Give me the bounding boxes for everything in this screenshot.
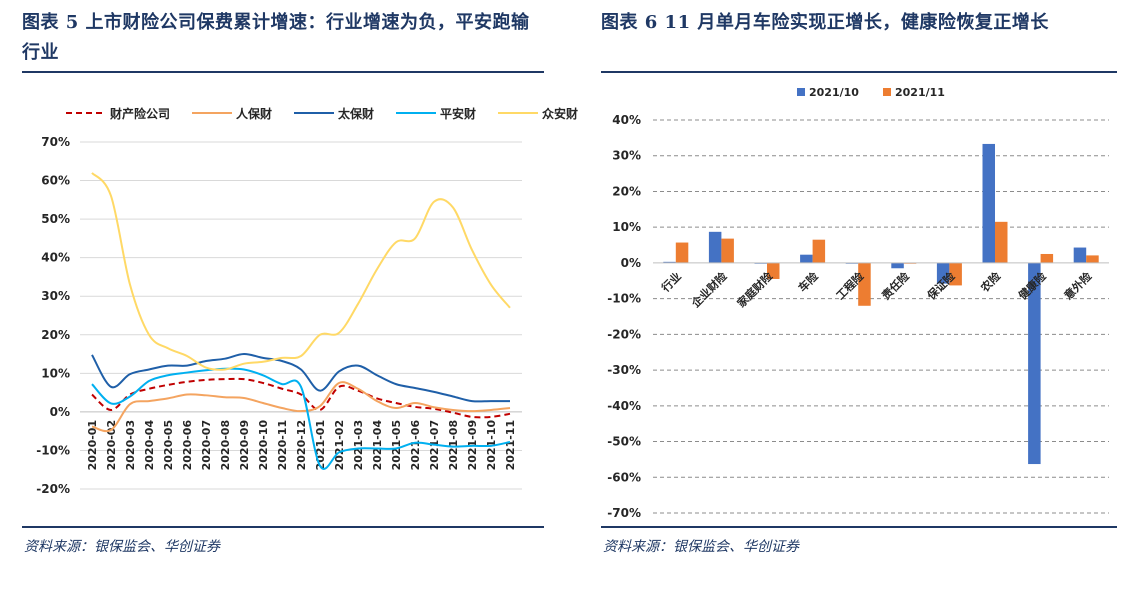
bar-1-9 [1086, 255, 1099, 263]
bar-1-7 [995, 221, 1008, 263]
legend-label: 2021/11 [895, 86, 945, 99]
y-tick-label: 20% [41, 328, 70, 342]
y-tick-label: 40% [612, 113, 641, 127]
x-tick-label: 2020-05 [162, 420, 175, 471]
right-title-rule [601, 71, 1117, 73]
bar-0-6 [936, 262, 950, 284]
legend-item-0: 2021/10 [797, 86, 859, 99]
legend-label: 2021/10 [809, 86, 859, 99]
left-figure-panel: 图表 5 上市财险公司保费累计增速：行业增速为负，平安跑输行业 财产险公司 人保财… [22, 0, 578, 604]
legend-item-0: 财产险公司 [66, 106, 170, 121]
y-tick-label: -60% [607, 470, 641, 484]
x-tick-label: 2021-01 [314, 420, 327, 471]
legend-item-3: 平安财 [396, 106, 476, 121]
x-tick-label: 2021-04 [371, 420, 384, 471]
x-tick-label: 行业 [658, 269, 684, 295]
x-tick-label: 2020-09 [238, 420, 251, 471]
y-tick-label: 30% [612, 149, 641, 163]
legend-item-4: 众安财 [498, 106, 578, 121]
bar-1-3 [812, 239, 826, 263]
bar-0-7 [982, 143, 995, 263]
y-tick-label: 60% [41, 174, 70, 188]
legend-swatch [883, 88, 891, 96]
x-tick-label: 2021-03 [352, 420, 365, 471]
y-tick-label: 10% [612, 220, 641, 234]
x-tick-label: 责任险 [879, 268, 913, 302]
right-bottom-rule [601, 526, 1117, 528]
x-tick-label: 家庭财险 [734, 268, 776, 310]
x-tick-label: 2020-11 [276, 420, 289, 471]
legend-item-2: 太保财 [294, 106, 374, 121]
series-line-4 [91, 172, 511, 371]
legend-item-1: 人保财 [192, 106, 272, 121]
bar-1-1 [721, 238, 734, 263]
bar-1-6 [949, 262, 962, 286]
x-tick-label: 2020-06 [181, 420, 194, 471]
right-figure-panel: 图表 6 11 月单月车险实现正增长，健康险恢复正增长 2021/10 2021/… [601, 0, 1117, 604]
bar-1-8 [1040, 253, 1054, 263]
x-tick-label: 车险 [795, 268, 821, 294]
bar-1-4 [858, 262, 871, 306]
legend-label: 太保财 [338, 106, 374, 121]
legend-label: 众安财 [542, 106, 578, 121]
x-tick-label: 农险 [977, 268, 1004, 295]
x-tick-label: 2021-06 [409, 420, 422, 471]
bar-chart: 2021/10 2021/11 -70% -60% -50% -40% -30% -20% -1… [607, 86, 1109, 520]
y-tick-label: -20% [36, 482, 70, 496]
x-tick-label: 2020-02 [105, 420, 118, 471]
x-tick-label: 2021-02 [333, 420, 346, 471]
x-tick-label: 2020-04 [143, 420, 156, 471]
y-tick-label: -30% [607, 363, 641, 377]
y-tick-label: -20% [607, 327, 641, 341]
line-chart: 财产险公司 人保财 太保财 平安财 众安财 -20% -10% 0% 10% 20% 30% 40% 5… [36, 106, 578, 496]
y-tick-label: -10% [607, 292, 641, 306]
bar-0-9 [1073, 247, 1087, 263]
legend-item-1: 2021/11 [883, 86, 945, 99]
x-tick-label: 2020-01 [86, 420, 99, 471]
legend-swatch [797, 88, 805, 96]
right-source-note: 资料来源：银保监会、华创证券 [603, 539, 799, 555]
bar-0-1 [708, 231, 722, 263]
y-tick-label: 20% [612, 184, 641, 198]
y-tick-label: 0% [621, 256, 641, 270]
bar-0-5 [891, 262, 904, 269]
y-tick-label: 50% [41, 212, 70, 226]
left-figure-title: 图表 5 上市财险公司保费累计增速：行业增速为负，平安跑输行业 [22, 12, 530, 63]
x-tick-label: 2020-07 [200, 420, 213, 471]
x-tick-label: 2021-05 [390, 420, 403, 471]
x-tick-label: 意外险 [1061, 268, 1095, 302]
right-figure-title: 图表 6 11 月单月车险实现正增长，健康险恢复正增长 [601, 12, 1049, 33]
left-title-rule [22, 71, 544, 73]
left-bottom-rule [22, 526, 544, 528]
y-tick-label: -10% [36, 443, 70, 457]
y-tick-label: -40% [607, 399, 641, 413]
bar-1-0 [675, 242, 689, 263]
x-tick-label: 企业财险 [688, 268, 730, 310]
bar-0-3 [800, 254, 813, 263]
bar-1-2 [767, 262, 780, 279]
series-line-2 [91, 353, 510, 403]
legend-label: 财产险公司 [109, 106, 170, 121]
left-source-note: 资料来源：银保监会、华创证券 [24, 539, 220, 555]
y-tick-label: 0% [50, 405, 70, 419]
x-tick-label: 2021-08 [447, 420, 460, 471]
y-tick-label: -70% [607, 506, 641, 520]
y-tick-label: 40% [41, 251, 70, 265]
bar-0-8 [1028, 262, 1041, 465]
y-tick-label: -50% [607, 435, 641, 449]
x-tick-label: 2021-11 [504, 420, 517, 471]
bar-0-0 [663, 261, 676, 263]
x-tick-label: 2020-10 [257, 420, 270, 471]
legend-label: 人保财 [236, 106, 272, 121]
y-tick-label: 30% [41, 289, 70, 303]
series-line-0 [91, 377, 511, 419]
y-tick-label: 10% [41, 366, 70, 380]
x-tick-label: 2020-08 [219, 420, 232, 471]
series-line-1 [91, 381, 511, 433]
legend-label: 平安财 [440, 106, 476, 121]
y-tick-label: 70% [41, 135, 70, 149]
x-tick-label: 2020-03 [124, 420, 137, 471]
series-line-3 [91, 367, 511, 470]
x-tick-label: 2020-12 [295, 420, 308, 471]
